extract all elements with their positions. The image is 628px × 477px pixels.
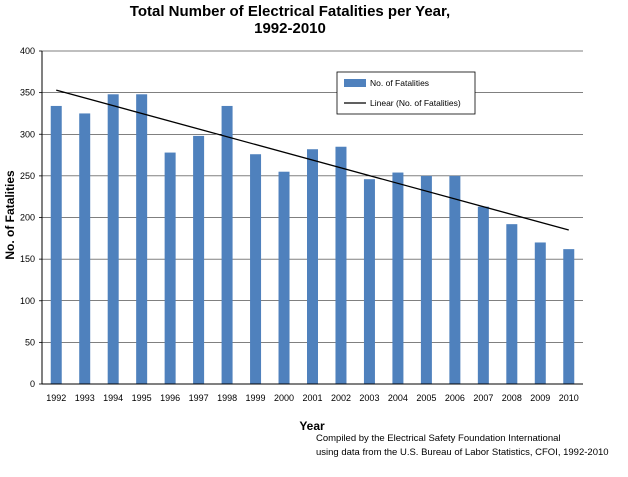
x-tick-label: 1993 [75, 393, 95, 403]
x-tick-label: 2008 [502, 393, 522, 403]
bar [534, 242, 546, 384]
x-tick-label: 2007 [473, 393, 493, 403]
x-tick-label: 1997 [189, 393, 209, 403]
chart-title-line-2: 1992-2010 [254, 20, 326, 37]
bar [50, 105, 62, 384]
x-tick-label: 2004 [388, 393, 408, 403]
y-tick-label: 400 [20, 46, 35, 56]
bar [563, 249, 575, 384]
bar [335, 146, 347, 384]
bar [107, 94, 119, 384]
bar [250, 154, 262, 384]
bar [221, 105, 233, 384]
y-axis-title: No. of Fatalities [3, 170, 17, 260]
x-axis-title: Year [299, 419, 325, 433]
bar [363, 179, 375, 384]
bar [506, 224, 518, 384]
y-tick-label: 100 [20, 296, 35, 306]
x-tick-label: 2000 [274, 393, 294, 403]
bar [79, 113, 91, 384]
source-note-line-2: using data from the U.S. Bureau of Labor… [316, 447, 609, 458]
y-tick-label: 350 [20, 88, 35, 98]
legend: No. of Fatalities Linear (No. of Fatalit… [336, 71, 476, 115]
bar [449, 175, 461, 384]
x-tick-label: 1992 [46, 393, 66, 403]
bar [278, 171, 290, 384]
x-tick-labels: 1992 1993 1994 1995 1996 1997 1998 1999 2000 2001… [46, 393, 579, 403]
trendline [56, 89, 569, 231]
x-tick-label: 1996 [160, 393, 180, 403]
y-tick-labels: 0 50 100 150 200 250 300 350 400 [20, 46, 42, 389]
y-tick-label: 0 [30, 379, 35, 389]
legend-label-bars: No. of Fatalities [370, 78, 429, 88]
bar [477, 206, 489, 384]
y-tick-label: 150 [20, 254, 35, 264]
legend-label-trendline: Linear (No. of Fatalities) [370, 98, 461, 108]
x-tick-label: 1995 [132, 393, 152, 403]
x-tick-label: 2009 [530, 393, 550, 403]
x-tick-label: 2003 [359, 393, 379, 403]
x-tick-label: 2010 [559, 393, 579, 403]
x-tick-label: 2002 [331, 393, 351, 403]
bar [420, 175, 432, 384]
source-note-line-1: Compiled by the Electrical Safety Founda… [316, 433, 561, 444]
bars [50, 94, 575, 384]
bar [164, 152, 176, 384]
y-tick-label: 250 [20, 171, 35, 181]
x-tick-label: 2001 [302, 393, 322, 403]
x-tick-label: 1998 [217, 393, 237, 403]
chart-title-line-1: Total Number of Electrical Fatalities pe… [130, 3, 450, 20]
bar [392, 172, 404, 384]
x-tick-label: 2005 [416, 393, 436, 403]
y-tick-label: 300 [20, 129, 35, 139]
bar [193, 135, 205, 384]
trendline-layer [56, 89, 569, 231]
bar [307, 149, 318, 384]
y-tick-label: 200 [20, 213, 35, 223]
x-tick-label: 1994 [103, 393, 123, 403]
x-tick-label: 2006 [445, 393, 465, 403]
y-tick-label: 50 [25, 337, 35, 347]
bar [136, 94, 148, 384]
legend-bar-swatch [344, 79, 366, 87]
x-tick-label: 1999 [246, 393, 266, 403]
